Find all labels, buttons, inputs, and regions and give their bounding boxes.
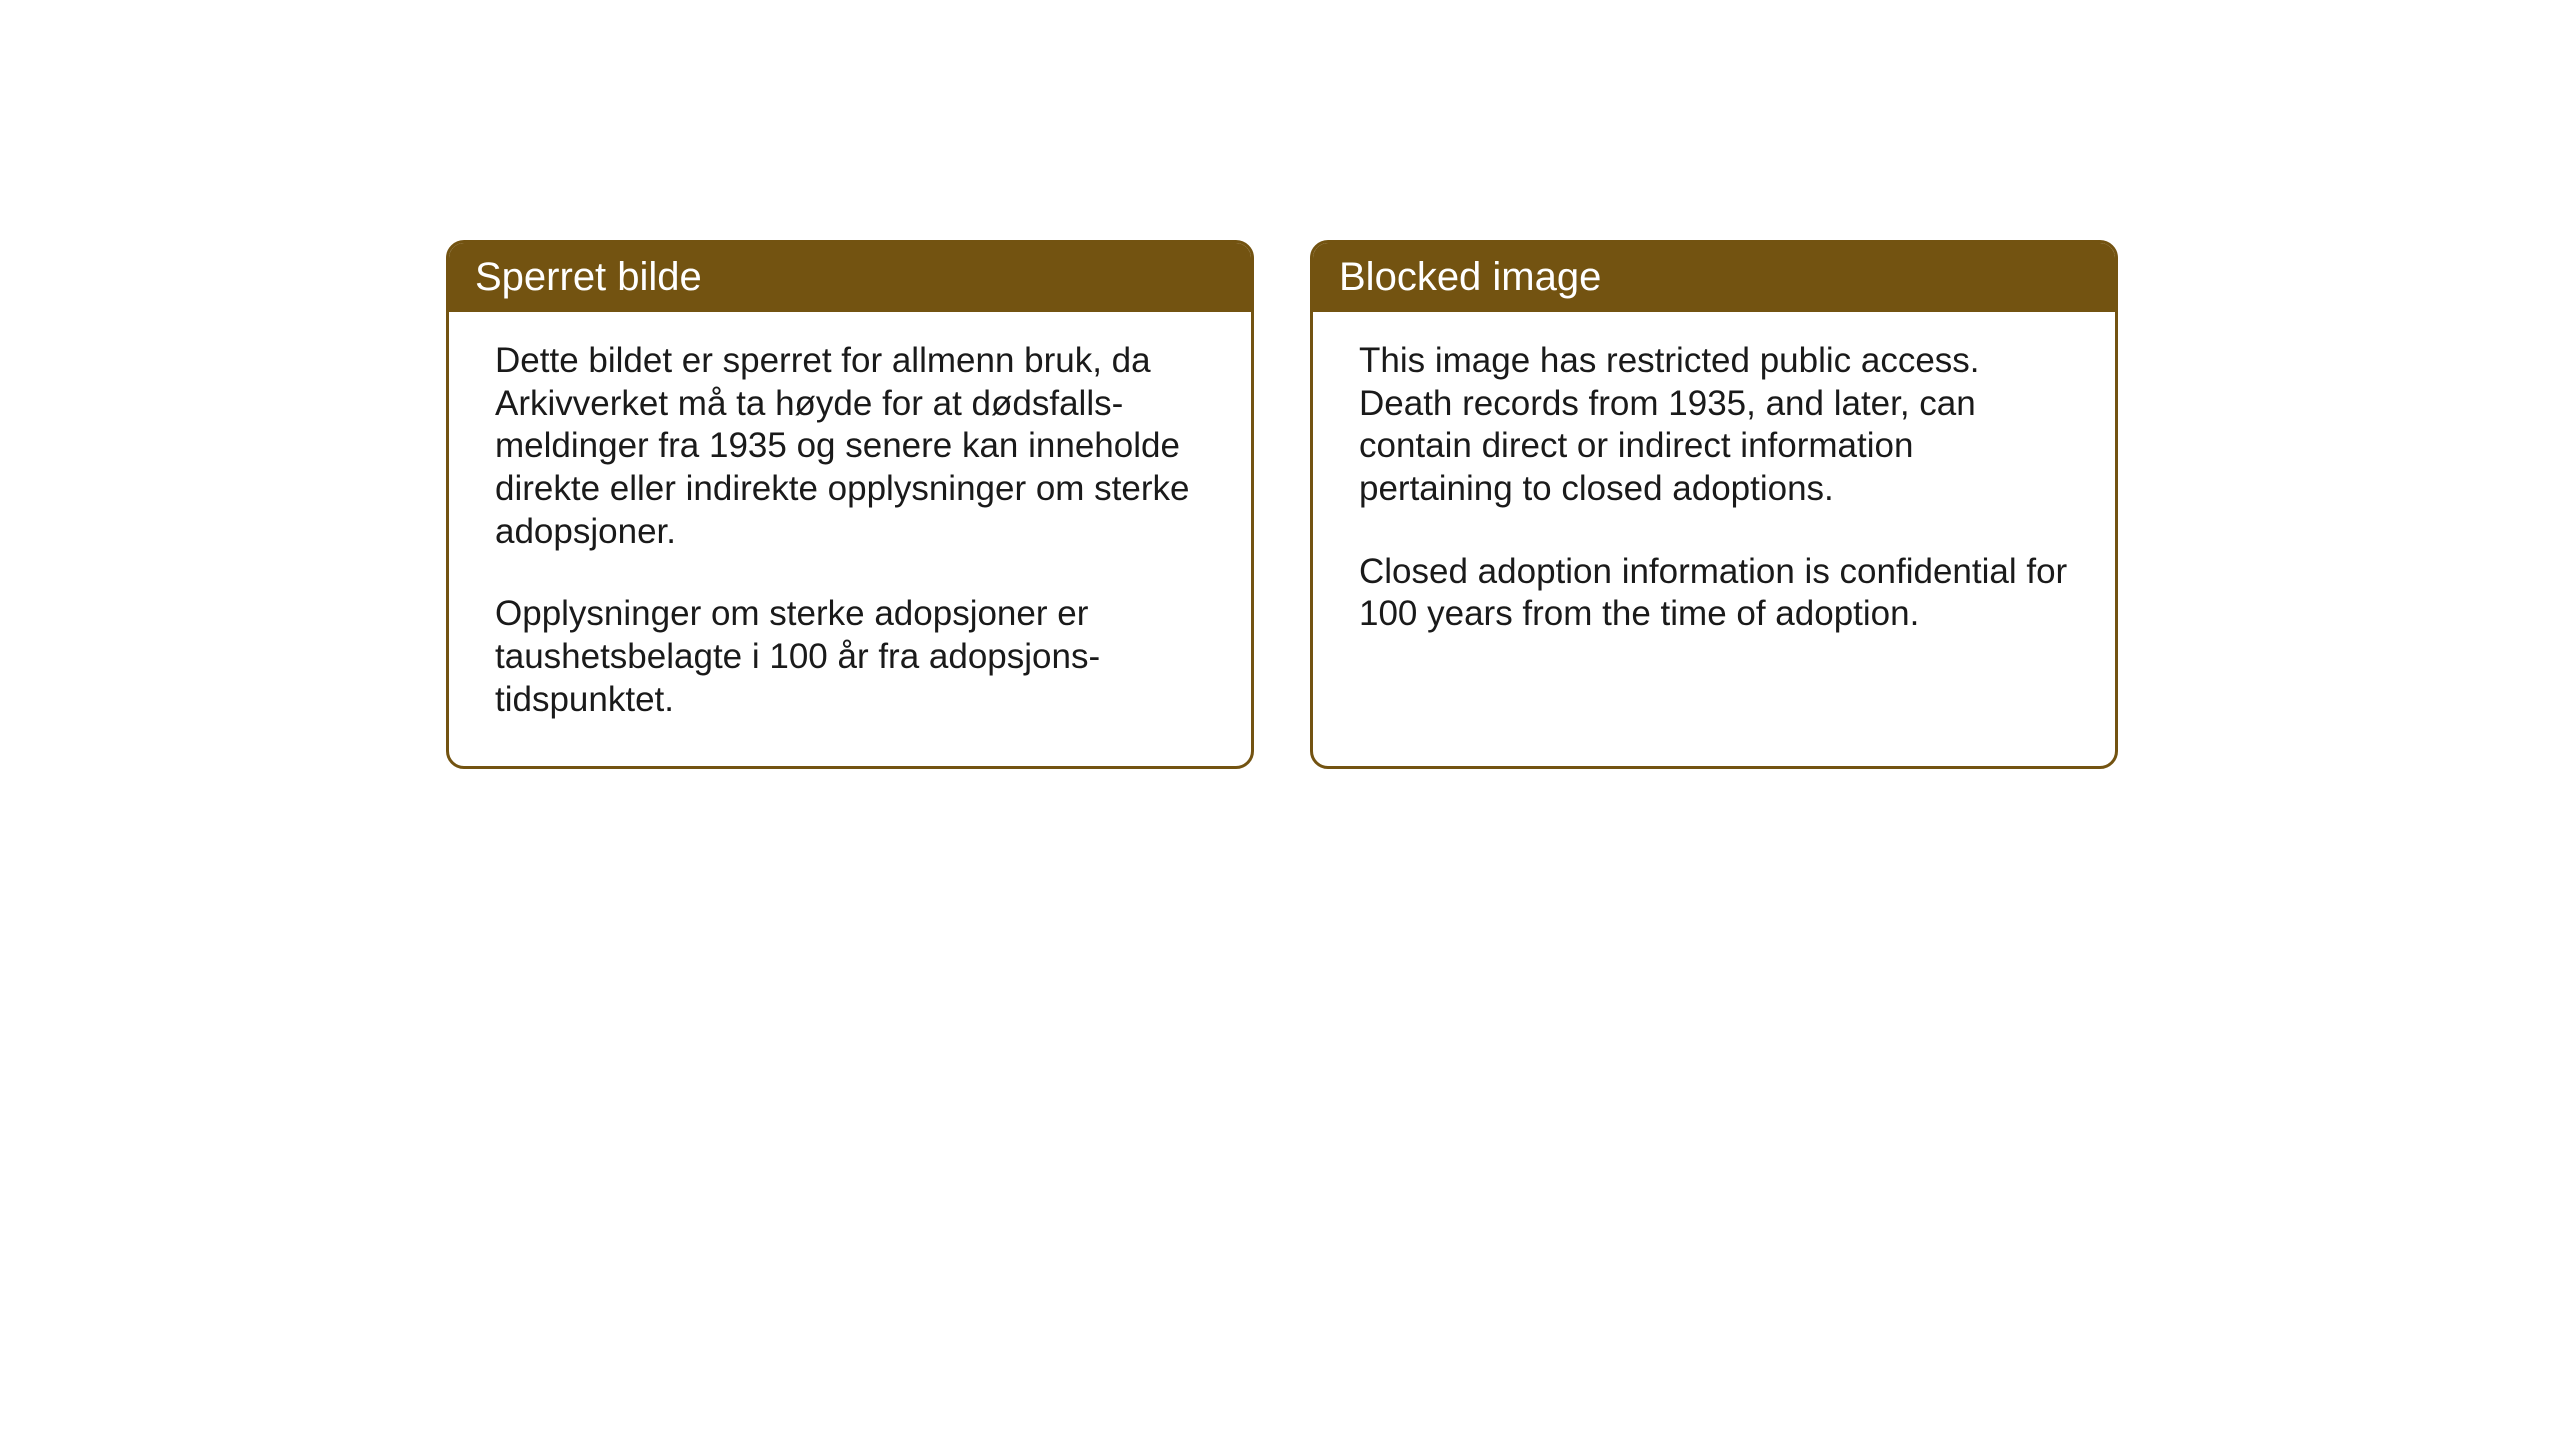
card-header-english: Blocked image xyxy=(1313,243,2115,312)
notice-card-english: Blocked image This image has restricted … xyxy=(1310,240,2118,769)
card-body-norwegian: Dette bildet er sperret for allmenn bruk… xyxy=(449,312,1251,766)
card-title-norwegian: Sperret bilde xyxy=(475,255,702,299)
notice-cards-container: Sperret bilde Dette bildet er sperret fo… xyxy=(446,240,2118,769)
card-paragraph-2-english: Closed adoption information is confident… xyxy=(1359,551,2069,636)
card-header-norwegian: Sperret bilde xyxy=(449,243,1251,312)
card-paragraph-1-english: This image has restricted public access.… xyxy=(1359,340,2069,511)
card-body-english: This image has restricted public access.… xyxy=(1313,312,2115,752)
card-paragraph-2-norwegian: Opplysninger om sterke adopsjoner er tau… xyxy=(495,593,1205,721)
card-title-english: Blocked image xyxy=(1339,255,1601,299)
card-paragraph-1-norwegian: Dette bildet er sperret for allmenn bruk… xyxy=(495,340,1205,553)
notice-card-norwegian: Sperret bilde Dette bildet er sperret fo… xyxy=(446,240,1254,769)
